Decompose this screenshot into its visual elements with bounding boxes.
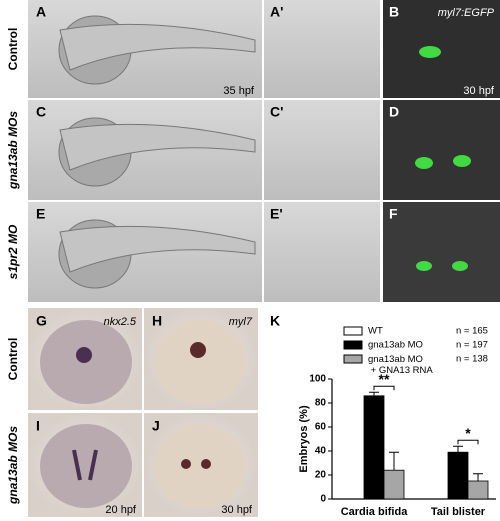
bar (363, 395, 385, 500)
panel-letter: E (36, 206, 45, 222)
image (264, 202, 380, 302)
embryo (154, 424, 246, 508)
micrographs (28, 0, 500, 302)
significance-label: * (465, 425, 471, 441)
ish-images (28, 308, 258, 517)
row-label: Control (6, 28, 20, 71)
panel-letter: E' (270, 206, 283, 222)
legend-label: gna13ab MO + GNA13 RNA (368, 354, 433, 376)
gfp-signal (453, 155, 471, 167)
embryo (40, 424, 132, 508)
error-bar (453, 445, 463, 453)
panel-letter: C' (270, 104, 283, 120)
y-tick-label: 40 (315, 446, 327, 457)
row-label: gna13ab MOs (6, 111, 20, 190)
legend-label: WT (368, 326, 383, 337)
error-bar (389, 451, 399, 471)
embryo (59, 23, 256, 71)
image (264, 100, 380, 200)
significance-bracket (457, 439, 479, 445)
gfp-signal (419, 46, 441, 58)
panel-letter: K (270, 313, 280, 329)
y-tick-label: 20 (315, 470, 327, 481)
significance-bracket (373, 385, 395, 391)
stain (76, 347, 92, 363)
x-tick-label: Tail blister (431, 506, 486, 518)
stage-label: 30 hpf (221, 504, 253, 516)
bar-chart: 0 20 40 60 80 100 Embryos (%) WT n = 165 gna13ab … (298, 326, 496, 518)
y-tick-label: 60 (315, 422, 327, 433)
row-label: s1pr2 MO (6, 224, 20, 279)
y-tick-label: 0 (320, 494, 326, 505)
legend-swatch (343, 326, 363, 336)
y-tick-label: 100 (309, 374, 326, 385)
panel-letter: B (389, 4, 399, 20)
embryo (154, 320, 246, 404)
panel-letter: J (152, 418, 160, 434)
gfp-signal (415, 157, 433, 169)
bar (467, 480, 489, 500)
legend-label: gna13ab MO (368, 340, 423, 351)
panel-letter: I (36, 418, 40, 434)
gfp-signal (416, 261, 432, 271)
row-label: Control (6, 338, 20, 381)
panel-letter: D (389, 104, 399, 120)
gene-label: myl7 (229, 316, 253, 328)
image (383, 100, 500, 200)
error-bar (473, 473, 483, 481)
error-bar (369, 391, 379, 396)
stage-label: 30 hpf (463, 85, 495, 97)
bar (447, 451, 469, 500)
legend-count: n = 138 (456, 354, 488, 365)
stage-label: 20 hpf (105, 504, 137, 516)
panel-letter: A' (270, 4, 283, 20)
legend-count: n = 197 (456, 340, 488, 351)
gene-label: myl7:EGFP (438, 7, 495, 19)
stage-label: 35 hpf (223, 85, 255, 97)
legend-swatch (343, 354, 363, 364)
row-label: gna13ab MOs (6, 426, 20, 505)
legend-swatch (343, 340, 363, 350)
panel-letter: H (152, 313, 162, 329)
bar (383, 469, 405, 500)
gene-label: nkx2.5 (104, 316, 137, 328)
image (264, 0, 380, 98)
stain (72, 449, 98, 481)
stain (181, 459, 191, 469)
gfp-signal (452, 261, 468, 271)
y-tick-label: 80 (315, 398, 327, 409)
legend-count: n = 165 (456, 326, 488, 337)
image (383, 202, 500, 302)
y-axis-label: Embryos (%) (298, 405, 310, 473)
panel-letter: G (36, 313, 47, 329)
stain (190, 342, 206, 358)
embryo (59, 123, 256, 171)
panel-letter: F (389, 206, 398, 222)
panel-letter: C (36, 104, 46, 120)
image (383, 0, 500, 98)
x-tick-label: Cardia bifida (341, 506, 409, 518)
embryo (59, 225, 256, 273)
panel-letter: A (36, 4, 46, 20)
significance-label: ** (379, 371, 390, 387)
stain (201, 459, 211, 469)
